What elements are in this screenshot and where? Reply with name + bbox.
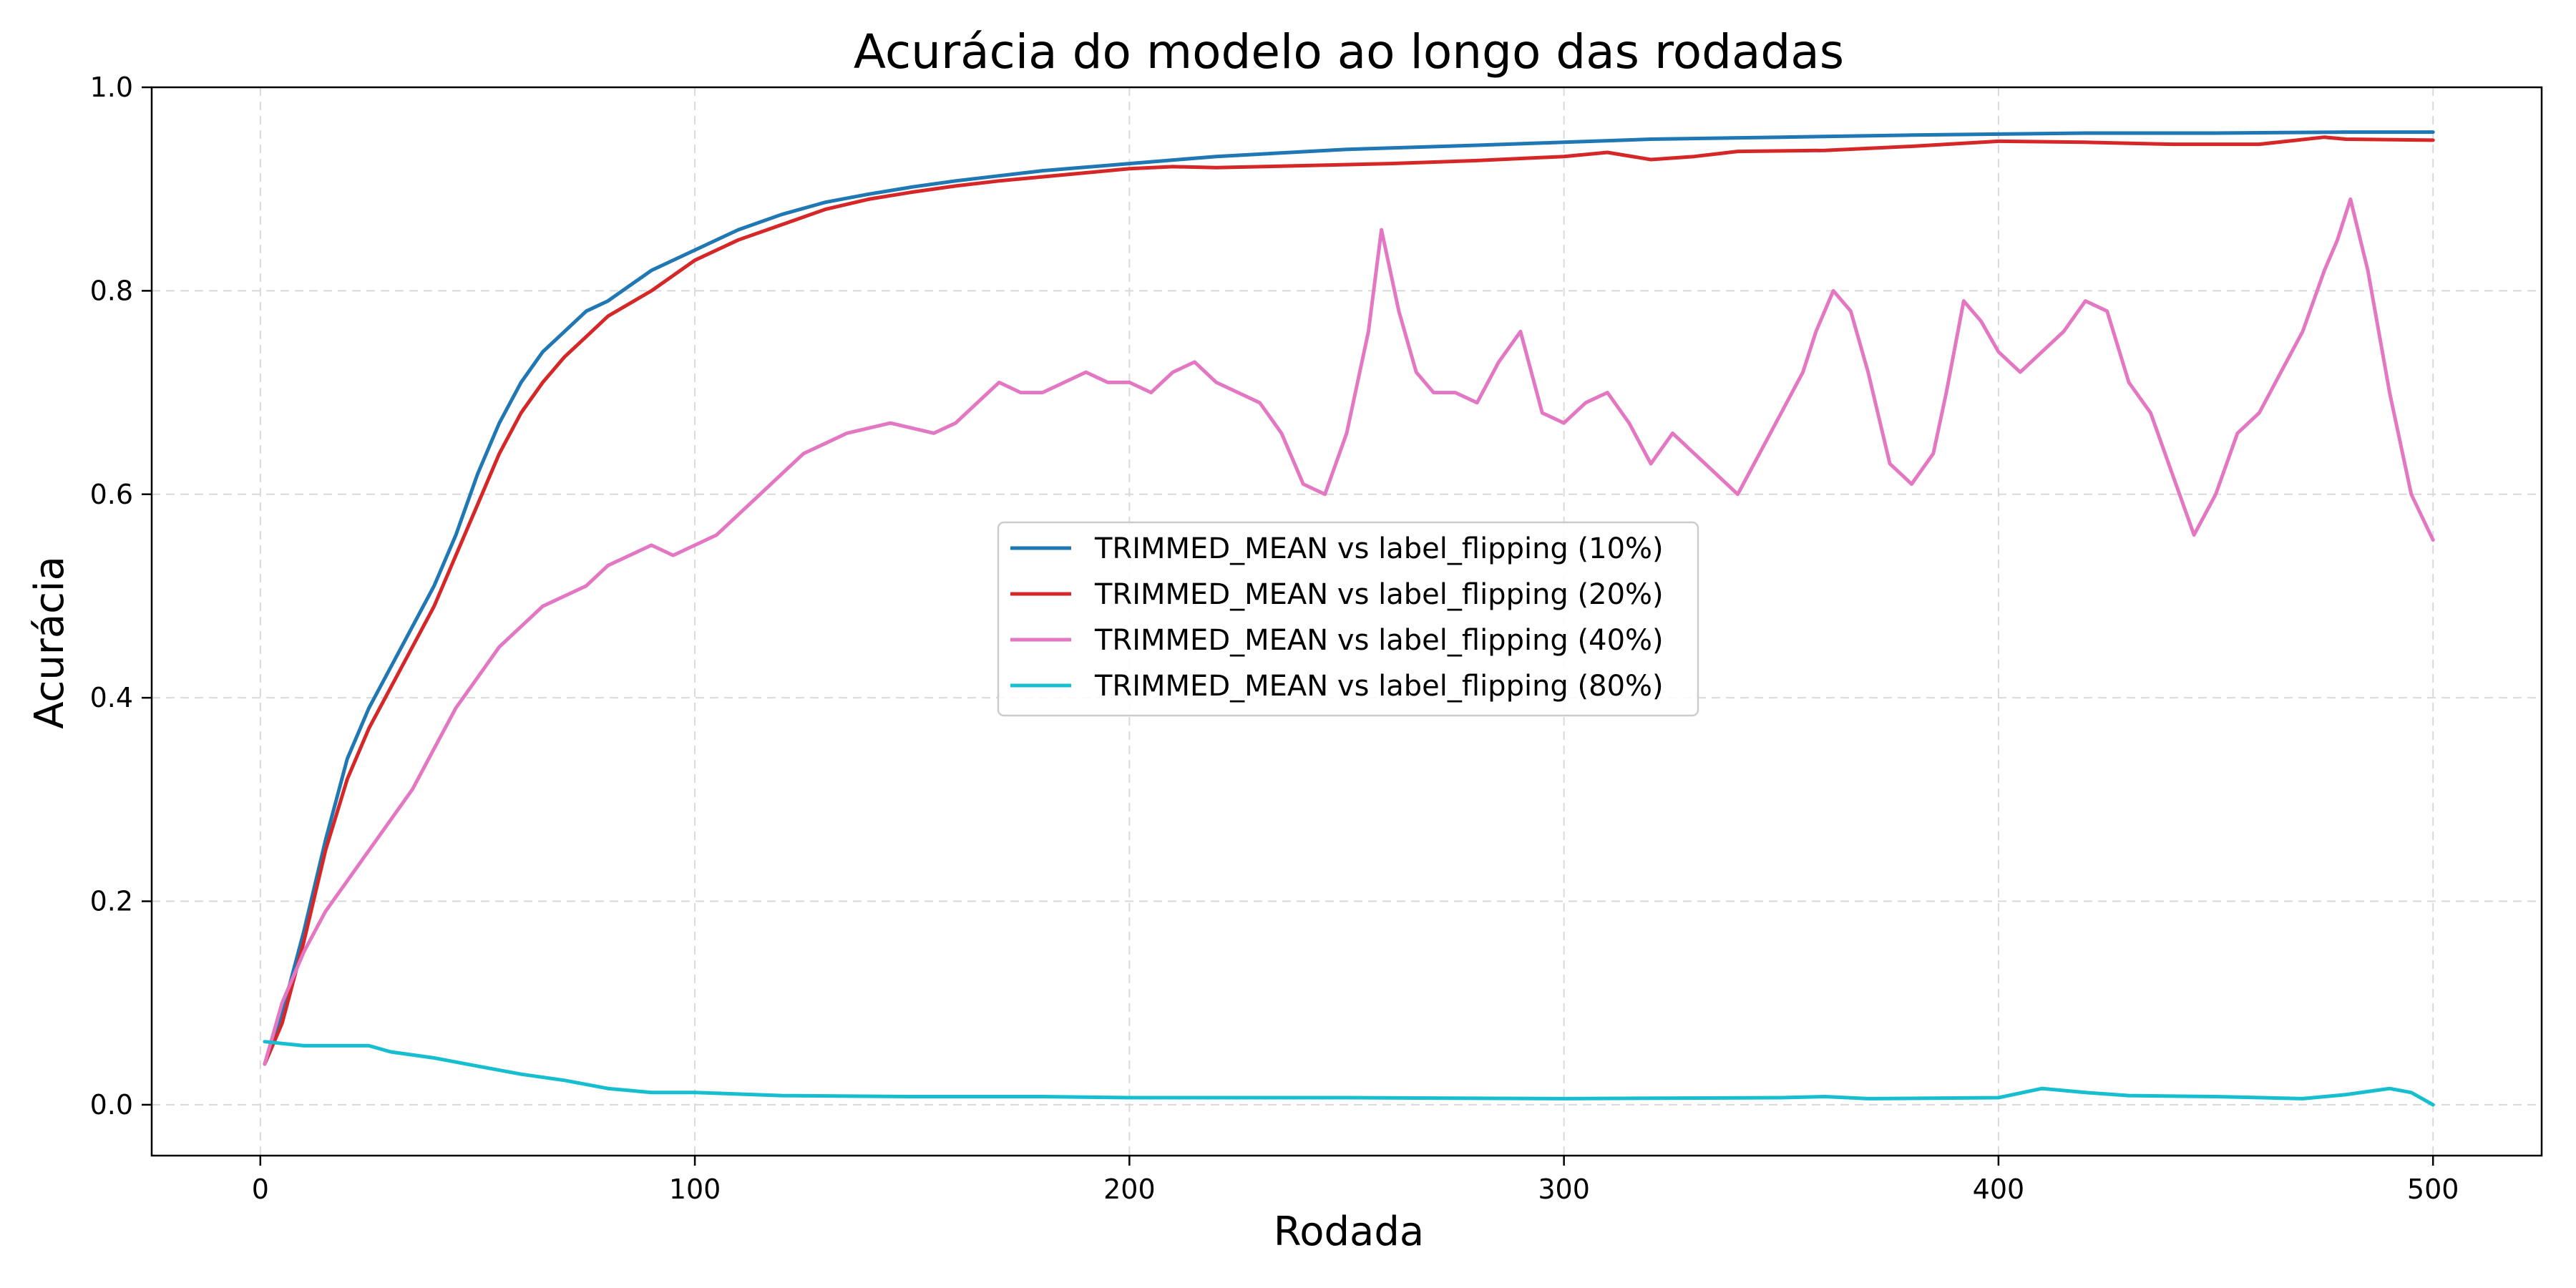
- y-tick-label: 0.6: [90, 479, 133, 510]
- x-tick-label: 200: [1103, 1174, 1156, 1205]
- plot-area-frame: [150, 86, 2543, 1157]
- legend-label-3: TRIMMED_MEAN vs label_flipping (40%): [1094, 624, 1664, 657]
- legend-box: [997, 521, 1699, 717]
- series-line-3: [263, 197, 2435, 1066]
- y-tick-label: 0.2: [90, 886, 133, 917]
- legend-label-1: TRIMMED_MEAN vs label_flipping (10%): [1094, 532, 1664, 565]
- x-tick-label: 300: [1538, 1174, 1590, 1205]
- y-tick-label: 1.0: [90, 72, 133, 103]
- chart-title: Acurácia do modelo ao longo das rodadas: [854, 24, 1844, 79]
- series-line-2: [263, 135, 2435, 1066]
- legend: TRIMMED_MEAN vs label_flipping (10%) TRIM…: [997, 521, 1699, 717]
- series-line-1: [263, 130, 2435, 1066]
- x-tick-label: 400: [1973, 1174, 2025, 1205]
- x-tick-label: 500: [2407, 1174, 2459, 1205]
- legend-label-2: TRIMMED_MEAN vs label_flipping (20%): [1094, 578, 1664, 611]
- y-tick-label: 0.0: [90, 1089, 133, 1121]
- x-axis-title: Rodada: [1274, 1209, 1424, 1255]
- x-tick-label: 0: [252, 1174, 269, 1205]
- axis-ticks: 0 100 200 300 400 500 0.0 0.2 0.4 0.6 0.8 1.0: [90, 72, 2459, 1205]
- y-tick-label: 0.4: [90, 682, 133, 713]
- legend-label-4: TRIMMED_MEAN vs label_flipping (80%): [1094, 670, 1664, 703]
- y-axis-title: Acurácia: [26, 556, 73, 729]
- x-tick-label: 100: [669, 1174, 721, 1205]
- y-tick-label: 0.8: [90, 275, 133, 306]
- series-lines: [263, 130, 2435, 1107]
- series-line-4: [263, 1040, 2435, 1107]
